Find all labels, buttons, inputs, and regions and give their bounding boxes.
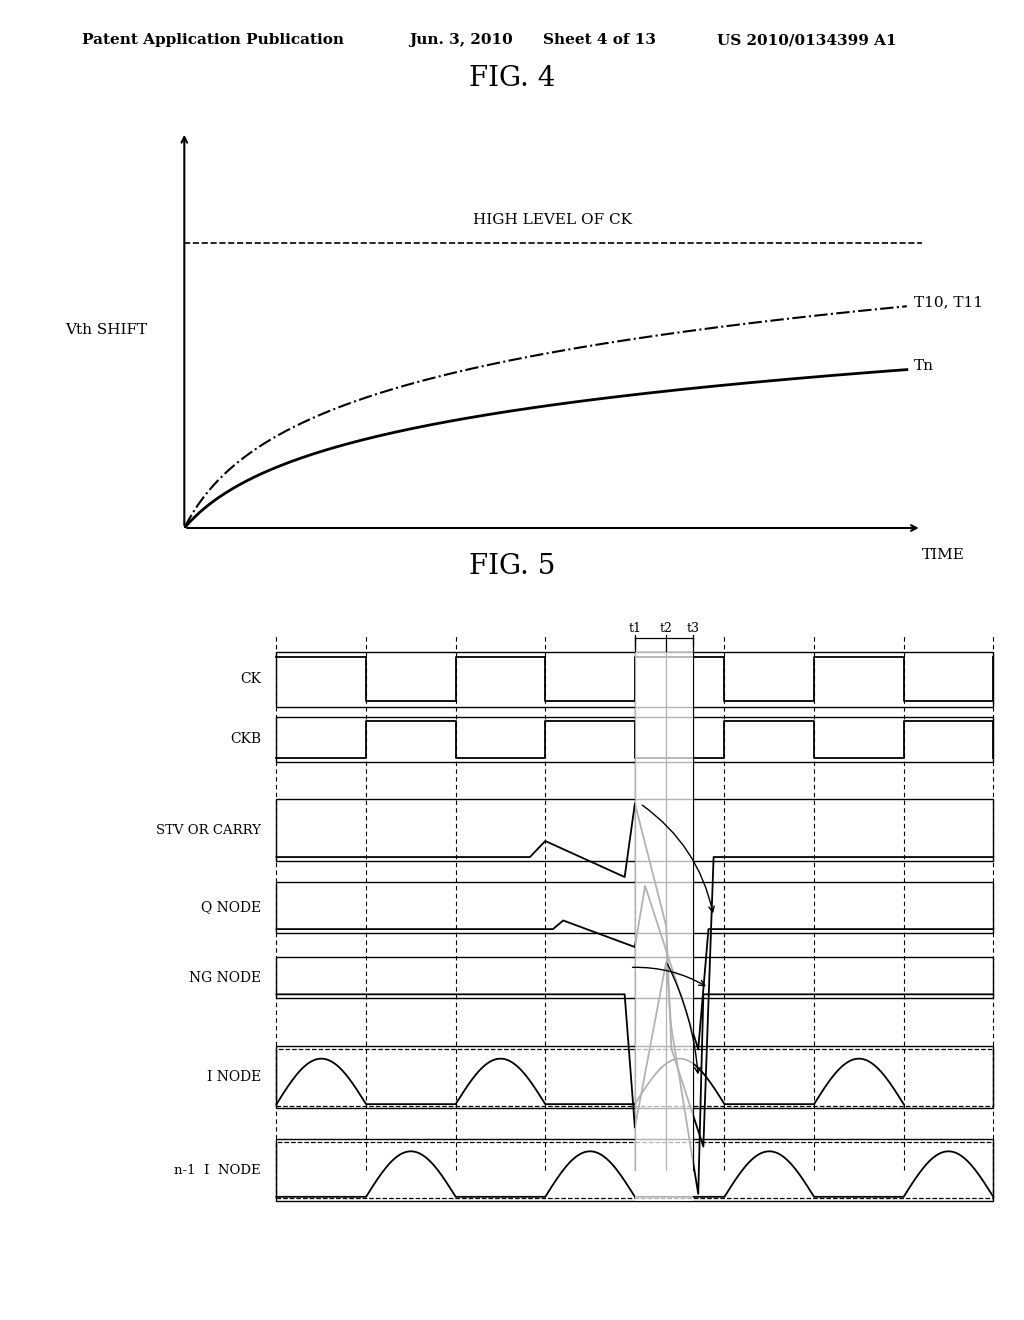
- Text: Jun. 3, 2010: Jun. 3, 2010: [410, 33, 513, 48]
- Bar: [635, 652, 693, 1201]
- Text: t1: t1: [629, 622, 641, 635]
- Text: n-1  I  NODE: n-1 I NODE: [174, 1163, 261, 1176]
- Text: T10, T11: T10, T11: [914, 296, 983, 309]
- Text: FIG. 4: FIG. 4: [469, 65, 555, 92]
- Text: Vth SHIFT: Vth SHIFT: [66, 323, 147, 337]
- Bar: [276, 1139, 993, 1201]
- Text: t2: t2: [659, 622, 673, 635]
- Text: CK: CK: [240, 672, 261, 686]
- Bar: [276, 1049, 993, 1106]
- Bar: [276, 957, 993, 998]
- Bar: [276, 882, 993, 933]
- Bar: [276, 800, 993, 861]
- Text: Sheet 4 of 13: Sheet 4 of 13: [543, 33, 655, 48]
- Text: I NODE: I NODE: [207, 1071, 261, 1085]
- Text: NG NODE: NG NODE: [189, 970, 261, 985]
- Text: Q NODE: Q NODE: [201, 900, 261, 915]
- Text: STV OR CARRY: STV OR CARRY: [156, 824, 261, 837]
- Bar: [276, 1047, 993, 1109]
- Text: FIG. 5: FIG. 5: [469, 553, 555, 581]
- Text: Tn: Tn: [914, 359, 934, 372]
- Text: t3: t3: [687, 622, 699, 635]
- Text: CKB: CKB: [230, 733, 261, 746]
- Text: HIGH LEVEL OF CK: HIGH LEVEL OF CK: [473, 213, 633, 227]
- Text: US 2010/0134399 A1: US 2010/0134399 A1: [717, 33, 896, 48]
- Bar: [276, 652, 993, 706]
- Bar: [276, 1142, 993, 1199]
- Bar: [276, 717, 993, 762]
- Text: TIME: TIME: [923, 548, 966, 562]
- Text: Patent Application Publication: Patent Application Publication: [82, 33, 344, 48]
